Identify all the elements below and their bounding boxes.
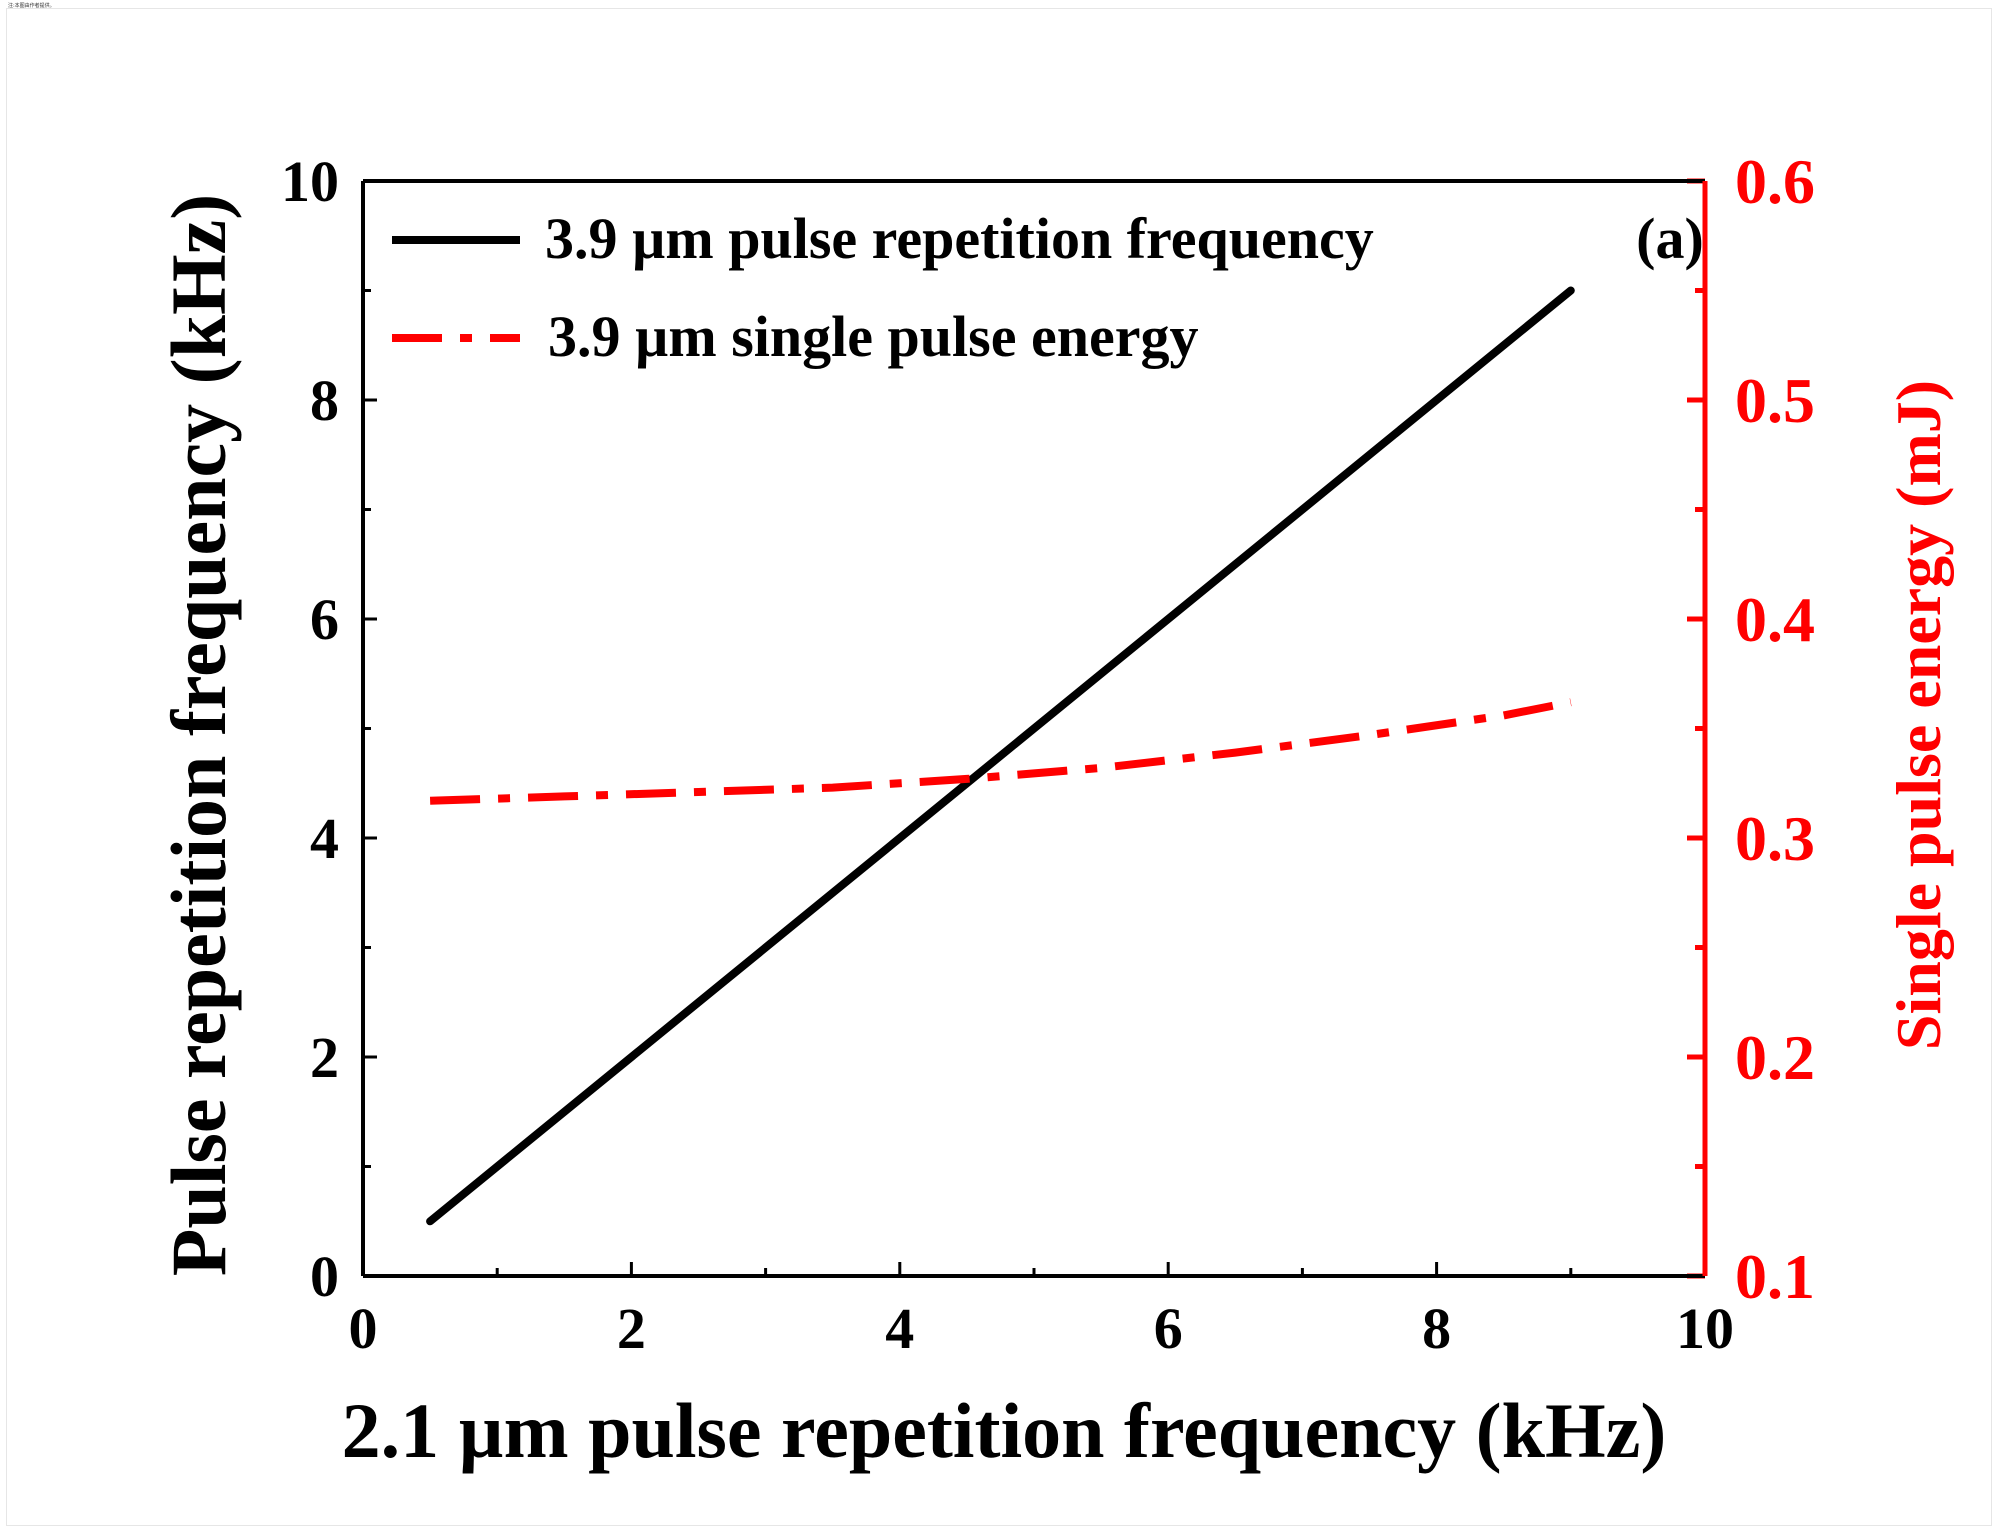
- y-left-tick-label: 4: [310, 806, 339, 871]
- series-layer: [426, 286, 1575, 1226]
- y-left-tick-label: 10: [281, 149, 339, 214]
- x-tick-label: 4: [885, 1296, 914, 1361]
- figure-frame: [6, 8, 1992, 1526]
- x-tick-label: 0: [349, 1296, 378, 1361]
- y-left-tick-label: 8: [310, 368, 339, 433]
- legend-label-frequency: 3.9 µm pulse repetition frequency: [545, 206, 1374, 271]
- y-left-axis-title: Pulse repetition frequency (kHz): [155, 194, 242, 1276]
- y-left-tick-label: 0: [310, 1244, 339, 1309]
- y-right-tick-label: 0.4: [1735, 584, 1815, 655]
- y-right-tick-label: 0.2: [1735, 1022, 1815, 1093]
- x-tick-label: 8: [1422, 1296, 1451, 1361]
- legend-label-energy: 3.9 µm single pulse energy: [548, 304, 1198, 369]
- series-pulse-repetition-frequency: [426, 286, 1575, 1226]
- top-note: 注:本图由作者提供。: [8, 3, 55, 9]
- y-right-tick-label: 0.5: [1735, 365, 1815, 436]
- y-left-tick-label: 2: [310, 1025, 339, 1090]
- x-tick-label: 2: [617, 1296, 646, 1361]
- y-right-axis-title: Single pulse energy (mJ): [1883, 380, 1954, 1050]
- panel-label: (a): [1636, 206, 1704, 271]
- y-right-tick-label: 0.1: [1735, 1241, 1815, 1312]
- y-right-tick-label: 0.3: [1735, 803, 1815, 874]
- x-axis-title: 2.1 µm pulse repetition frequency (kHz): [342, 1387, 1667, 1474]
- series-single-pulse-energy: [429, 698, 1572, 805]
- x-tick-label: 6: [1154, 1296, 1183, 1361]
- x-tick-label: 10: [1676, 1296, 1734, 1361]
- y-right-tick-label: 0.6: [1735, 146, 1815, 217]
- legend: 3.9 µm pulse repetition frequency 3.9 µm…: [392, 206, 1374, 369]
- y-left-tick-label: 6: [310, 587, 339, 652]
